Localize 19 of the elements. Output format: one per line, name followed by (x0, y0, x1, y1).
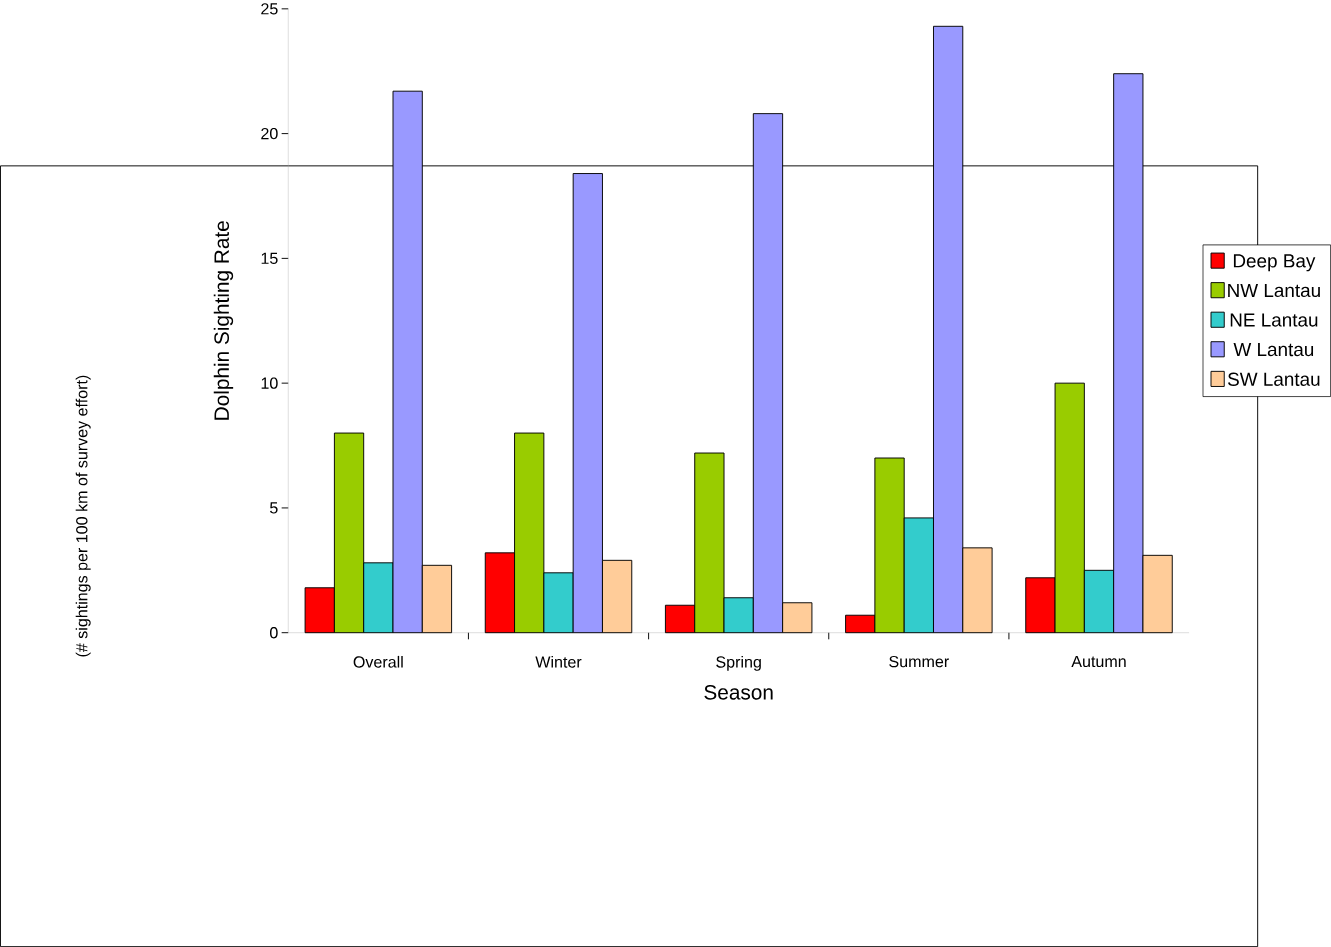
y-tick-label: 25 (261, 3, 278, 15)
x-tick-label: Overall (353, 655, 403, 668)
legend-label: W Lantau (1233, 342, 1314, 357)
legend-label: Deep Bay (1233, 254, 1316, 272)
x-tick-label: Winter (535, 655, 582, 668)
x-axis-title: Season (704, 684, 773, 700)
y-tick-label: 20 (261, 127, 278, 140)
legend-label: SW Lantau (1227, 372, 1320, 386)
y-tick-label: 15 (261, 252, 278, 264)
legend-label: NW Lantau (1228, 283, 1320, 298)
x-tick-label: Autumn (1071, 655, 1126, 668)
x-tick-label: Spring (716, 655, 761, 671)
legend-label: NE Lantau (1230, 313, 1318, 327)
y-axis-title: Dolphin Sighting Rate (213, 221, 234, 420)
y-tick-label: 5 (270, 502, 278, 514)
x-tick-label: Summer (889, 655, 949, 668)
y-tick-label: 0 (269, 626, 278, 639)
text: (# sightings per 100 km of survey effort) (75, 375, 91, 657)
y-tick-label: 10 (261, 377, 278, 389)
